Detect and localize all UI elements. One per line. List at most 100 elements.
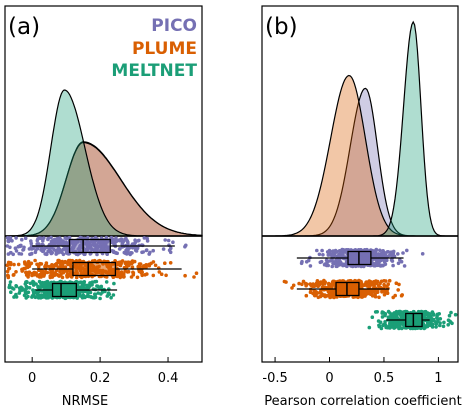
rain-dot	[8, 261, 13, 265]
rain-dot	[353, 278, 357, 283]
rain-dot	[12, 272, 16, 277]
rain-dot	[364, 280, 368, 285]
rain-dot	[377, 295, 381, 300]
rain-dot	[282, 279, 287, 284]
rain-dot	[149, 261, 153, 266]
rain-dot	[121, 239, 126, 243]
rain-dot	[80, 280, 85, 285]
rain-dot	[291, 283, 296, 288]
rain-dot	[412, 310, 416, 314]
rain-dot	[379, 279, 384, 284]
rain-dot	[64, 236, 69, 241]
rain-dot	[36, 284, 40, 289]
x-tick-label: 0.5	[374, 371, 395, 386]
rain-dot	[92, 295, 97, 300]
rain-dot	[117, 238, 121, 242]
rain-dot	[373, 294, 377, 298]
x-tick-label: -0.5	[262, 371, 287, 386]
rain-dot	[184, 243, 188, 248]
rain-dot	[29, 241, 34, 246]
rain-dot	[59, 262, 63, 267]
rain-dot	[386, 282, 391, 287]
rain-dot	[450, 321, 454, 326]
rain-dot	[320, 248, 324, 253]
rain-dot	[168, 261, 173, 265]
rain-dot	[396, 322, 401, 327]
rain-dot	[5, 263, 10, 268]
rain-dot	[78, 291, 82, 295]
rain-dot	[44, 252, 49, 257]
rain-dot	[297, 281, 301, 286]
rain-dot	[388, 323, 393, 328]
rain-dot	[362, 290, 367, 294]
rain-dot	[453, 312, 458, 317]
rain-dot	[20, 288, 25, 292]
rain-dot	[371, 283, 375, 287]
rain-dot	[8, 251, 13, 255]
rain-dot	[39, 295, 43, 300]
rain-dot	[5, 244, 10, 248]
rain-dot	[359, 264, 364, 269]
rain-dot	[119, 274, 123, 279]
rain-dot	[399, 259, 404, 264]
rain-dot	[429, 316, 433, 321]
rain-dot	[384, 279, 388, 283]
rain-dot	[341, 263, 345, 268]
rain-dot	[94, 279, 99, 284]
rain-dot	[134, 249, 139, 253]
rain-dot	[423, 310, 427, 314]
rain-dot	[331, 252, 335, 256]
rain-dot	[318, 294, 323, 299]
rain-dot	[20, 237, 24, 242]
rain-dot	[93, 235, 98, 240]
rain-dot	[378, 248, 382, 253]
rain-dot	[438, 323, 442, 328]
rain-dot	[126, 269, 131, 274]
rain-dot	[321, 293, 326, 297]
rain-dot	[54, 261, 59, 266]
rain-dot	[388, 250, 393, 255]
rain-dot	[151, 248, 155, 253]
rain-dot	[153, 263, 158, 268]
rain-dot	[42, 281, 46, 285]
rain-dot	[194, 271, 199, 276]
rain-dot	[124, 248, 128, 253]
rain-dot	[376, 284, 381, 288]
rain-dot	[434, 325, 438, 329]
rain-dot	[17, 291, 22, 295]
rain-dot	[164, 273, 168, 278]
rain-dot	[67, 235, 72, 240]
axes-frame	[4, 5, 203, 363]
rain-dot	[171, 240, 175, 244]
rain-dot	[368, 284, 372, 288]
rain-dot	[46, 285, 51, 290]
rain-dot	[390, 259, 395, 263]
rain-dot	[98, 296, 102, 301]
rain-dot	[373, 310, 378, 314]
legend-meltnet: MELTNET	[111, 61, 197, 81]
rain-dot	[38, 261, 42, 266]
rain-dot	[31, 291, 36, 295]
rain-dot	[124, 264, 129, 269]
rain-dot	[335, 264, 339, 269]
rain-dot	[399, 313, 403, 318]
x-tick-label: 1	[434, 371, 442, 386]
rain-dot	[323, 285, 327, 290]
rain-dot	[74, 259, 79, 263]
rain-dot	[113, 251, 118, 255]
rain-dot	[315, 248, 319, 253]
rain-dot	[18, 243, 22, 248]
rain-dot	[431, 313, 436, 317]
rain-dot	[49, 235, 53, 240]
rain-dot	[378, 320, 383, 325]
rain-dot	[337, 258, 342, 262]
rain-dot	[183, 273, 187, 278]
rain-dot	[306, 258, 311, 263]
rain-dot	[138, 265, 142, 269]
rain-dot	[370, 315, 375, 320]
rain-dot	[24, 270, 28, 275]
rain-dot	[130, 265, 135, 269]
rain-dot	[385, 291, 390, 296]
rain-dot	[144, 248, 149, 252]
